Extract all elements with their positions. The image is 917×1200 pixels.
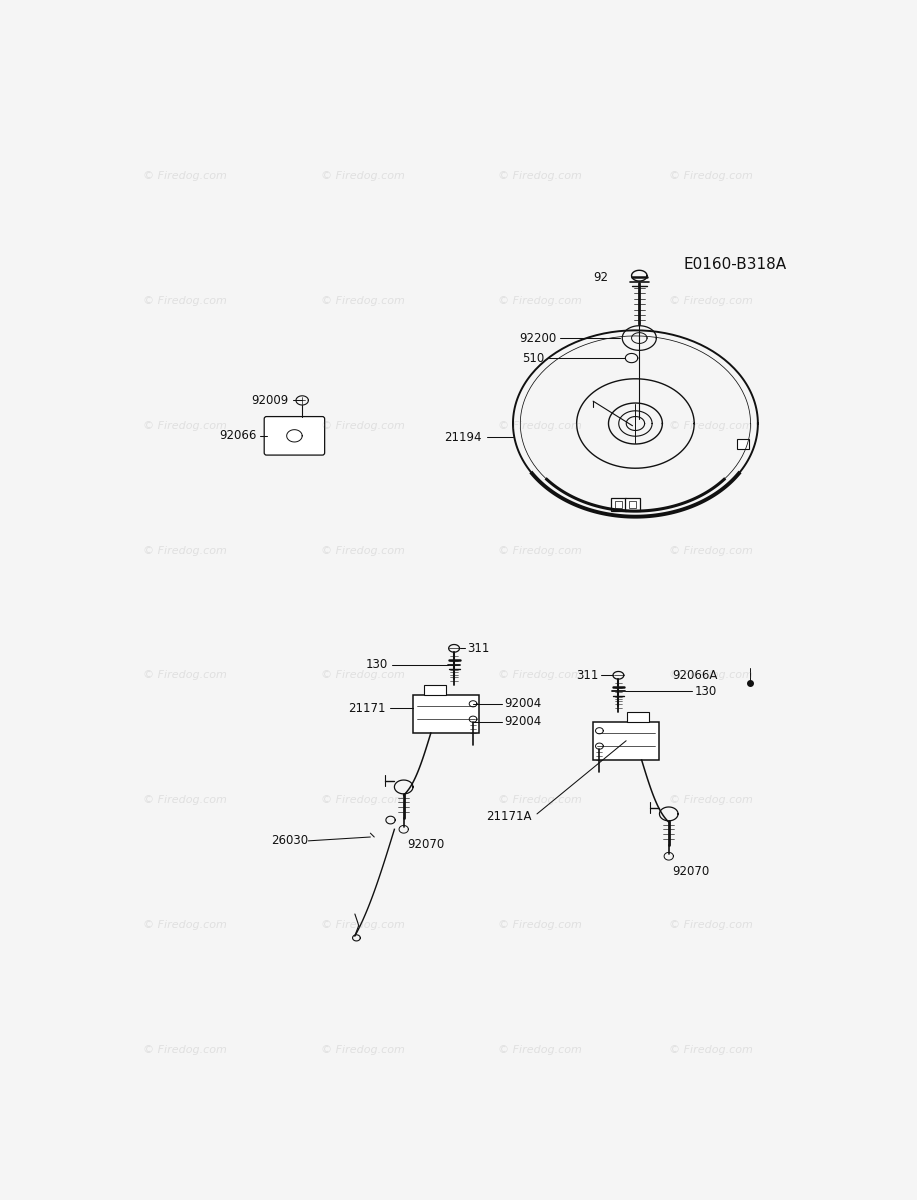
- FancyBboxPatch shape: [737, 439, 749, 449]
- Text: © Firedog.com: © Firedog.com: [499, 546, 582, 556]
- Text: 510: 510: [523, 352, 545, 365]
- Text: 92200: 92200: [519, 331, 557, 344]
- Text: E0160-B318A: E0160-B318A: [683, 257, 786, 272]
- Text: © Firedog.com: © Firedog.com: [143, 796, 226, 805]
- Text: © Firedog.com: © Firedog.com: [321, 796, 404, 805]
- FancyBboxPatch shape: [414, 695, 480, 733]
- Text: © Firedog.com: © Firedog.com: [143, 172, 226, 181]
- Text: 311: 311: [576, 668, 598, 682]
- Text: 21171A: 21171A: [486, 810, 532, 823]
- FancyBboxPatch shape: [424, 685, 446, 695]
- Text: © Firedog.com: © Firedog.com: [321, 1044, 404, 1055]
- Text: 21171: 21171: [348, 702, 386, 714]
- FancyBboxPatch shape: [615, 502, 622, 508]
- Text: © Firedog.com: © Firedog.com: [321, 172, 404, 181]
- Text: 92066A: 92066A: [673, 668, 718, 682]
- Text: © Firedog.com: © Firedog.com: [499, 1044, 582, 1055]
- Text: © Firedog.com: © Firedog.com: [669, 546, 753, 556]
- FancyBboxPatch shape: [611, 498, 626, 511]
- Text: 21194: 21194: [445, 431, 482, 444]
- Text: © Firedog.com: © Firedog.com: [321, 671, 404, 680]
- Text: © Firedog.com: © Firedog.com: [143, 546, 226, 556]
- Text: 311: 311: [468, 642, 490, 655]
- Text: © Firedog.com: © Firedog.com: [321, 546, 404, 556]
- Text: 92: 92: [593, 271, 608, 284]
- Text: © Firedog.com: © Firedog.com: [499, 919, 582, 930]
- FancyBboxPatch shape: [627, 713, 648, 721]
- Text: © Firedog.com: © Firedog.com: [499, 671, 582, 680]
- Text: © Firedog.com: © Firedog.com: [143, 421, 226, 431]
- Text: © Firedog.com: © Firedog.com: [669, 919, 753, 930]
- Text: © Firedog.com: © Firedog.com: [321, 296, 404, 306]
- FancyBboxPatch shape: [264, 416, 325, 455]
- Text: © Firedog.com: © Firedog.com: [143, 1044, 226, 1055]
- FancyBboxPatch shape: [593, 721, 659, 760]
- Text: 92009: 92009: [252, 394, 289, 407]
- Text: © Firedog.com: © Firedog.com: [669, 421, 753, 431]
- FancyBboxPatch shape: [629, 502, 635, 508]
- Text: 92070: 92070: [407, 838, 445, 851]
- Text: 92070: 92070: [673, 865, 710, 878]
- Text: © Firedog.com: © Firedog.com: [499, 796, 582, 805]
- Text: © Firedog.com: © Firedog.com: [143, 671, 226, 680]
- Text: © Firedog.com: © Firedog.com: [143, 296, 226, 306]
- Text: © Firedog.com: © Firedog.com: [669, 1044, 753, 1055]
- Text: © Firedog.com: © Firedog.com: [669, 296, 753, 306]
- Text: © Firedog.com: © Firedog.com: [499, 296, 582, 306]
- Text: 130: 130: [366, 658, 388, 671]
- Text: 92004: 92004: [504, 697, 542, 710]
- Text: © Firedog.com: © Firedog.com: [321, 919, 404, 930]
- Text: © Firedog.com: © Firedog.com: [669, 172, 753, 181]
- Text: © Firedog.com: © Firedog.com: [143, 919, 226, 930]
- Text: © Firedog.com: © Firedog.com: [499, 421, 582, 431]
- Text: 26030: 26030: [271, 834, 308, 847]
- Text: 92066: 92066: [219, 430, 257, 443]
- Text: © Firedog.com: © Firedog.com: [669, 796, 753, 805]
- Text: © Firedog.com: © Firedog.com: [669, 671, 753, 680]
- Text: © Firedog.com: © Firedog.com: [499, 172, 582, 181]
- Text: 130: 130: [694, 685, 716, 698]
- Text: © Firedog.com: © Firedog.com: [321, 421, 404, 431]
- FancyBboxPatch shape: [624, 498, 640, 511]
- Text: 92004: 92004: [504, 715, 542, 728]
